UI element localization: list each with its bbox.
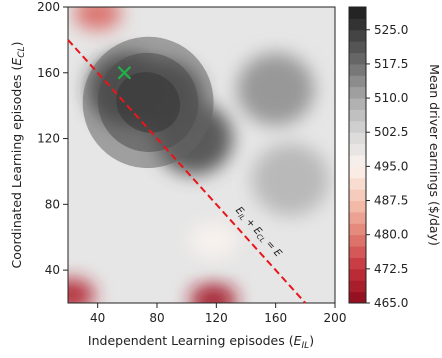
- colorbar-tick-label: 510.0: [374, 91, 408, 105]
- colorbar-tick-label: 487.5: [374, 194, 408, 208]
- colorbar-band: [349, 18, 366, 31]
- colorbar-band: [349, 98, 366, 110]
- colorbar-band: [349, 291, 366, 304]
- x-tick-label: 160: [264, 311, 287, 325]
- y-axis-label: Coordinated Learning episodes (ECL): [9, 41, 27, 268]
- colorbar-tick-label: 495.0: [374, 159, 408, 173]
- x-tick-label: 80: [149, 311, 164, 325]
- colorbar-band: [349, 166, 366, 179]
- colorbar-tick-label: 472.5: [374, 262, 408, 276]
- colorbar-band: [349, 109, 366, 122]
- colorbar-band: [349, 223, 366, 236]
- colorbar-tick-label: 502.5: [374, 125, 408, 139]
- colorbar-band: [349, 52, 366, 65]
- contour-region-3: [237, 53, 315, 126]
- y-tick-label: 160: [37, 66, 60, 80]
- colorbar-label: Mean driver earnings ($/day): [427, 64, 442, 246]
- colorbar-band: [349, 211, 366, 224]
- optimum-marker: [117, 65, 132, 80]
- colorbar-band: [349, 132, 366, 145]
- colorbar-band: [349, 86, 366, 99]
- x-axis-label: Independent Learning episodes (EIL): [88, 333, 314, 351]
- contour-region-4: [251, 143, 330, 216]
- x-tick-label: 200: [324, 311, 347, 325]
- colorbar-band: [349, 29, 366, 42]
- colorbar-tick-label: 525.0: [374, 23, 408, 37]
- contour-bands: [82, 36, 214, 169]
- colorbar-band: [349, 63, 366, 76]
- x-tick-label: 40: [90, 311, 105, 325]
- colorbar-band: [349, 41, 366, 54]
- colorbar-band: [349, 120, 366, 133]
- contour-region-8: [189, 224, 238, 257]
- colorbar-band: [349, 7, 366, 19]
- y-tick-label: 120: [37, 132, 60, 146]
- colorbar-band: [349, 189, 366, 202]
- colorbar-frame: [348, 6, 367, 304]
- colorbar-tick-label: 517.5: [374, 57, 408, 71]
- contour-region-5: [73, 7, 122, 31]
- colorbar-band: [349, 280, 366, 293]
- colorbar-band: [349, 200, 366, 213]
- colorbar-band: [349, 257, 366, 270]
- x-tick-label: 120: [205, 311, 228, 325]
- colorbar: 525.0 517.5 510.0 502.5 495.0 487.5 480.0 472.5…: [348, 6, 442, 310]
- y-tick-label: 200: [37, 0, 60, 14]
- colorbar-band: [349, 177, 366, 190]
- plot-frame: [67, 6, 336, 304]
- colorbar-band: [349, 143, 366, 156]
- y-axis: 40 80 120 160 200: [37, 0, 68, 277]
- colorbar-band: [349, 246, 366, 258]
- colorbar-band: [349, 268, 366, 281]
- y-tick-label: 40: [45, 263, 60, 277]
- colorbar-band: [349, 234, 366, 247]
- colorbar-band: [349, 75, 366, 88]
- colorbar-bands: [349, 7, 366, 304]
- constraint-line: [67, 39, 307, 304]
- x-axis: 40 80 120 160 200: [90, 303, 346, 325]
- y-tick-label: 80: [45, 197, 60, 211]
- contour-band-2: [116, 72, 181, 133]
- contour-region-6: [68, 278, 95, 303]
- colorbar-tick-label: 465.0: [374, 296, 408, 310]
- colorbar-band: [349, 155, 366, 167]
- contour-region-7: [189, 283, 238, 303]
- colorbar-ticks: 525.0 517.5 510.0 502.5 495.0 487.5 480.0 472.5…: [366, 23, 408, 310]
- colorbar-tick-label: 480.0: [374, 228, 408, 242]
